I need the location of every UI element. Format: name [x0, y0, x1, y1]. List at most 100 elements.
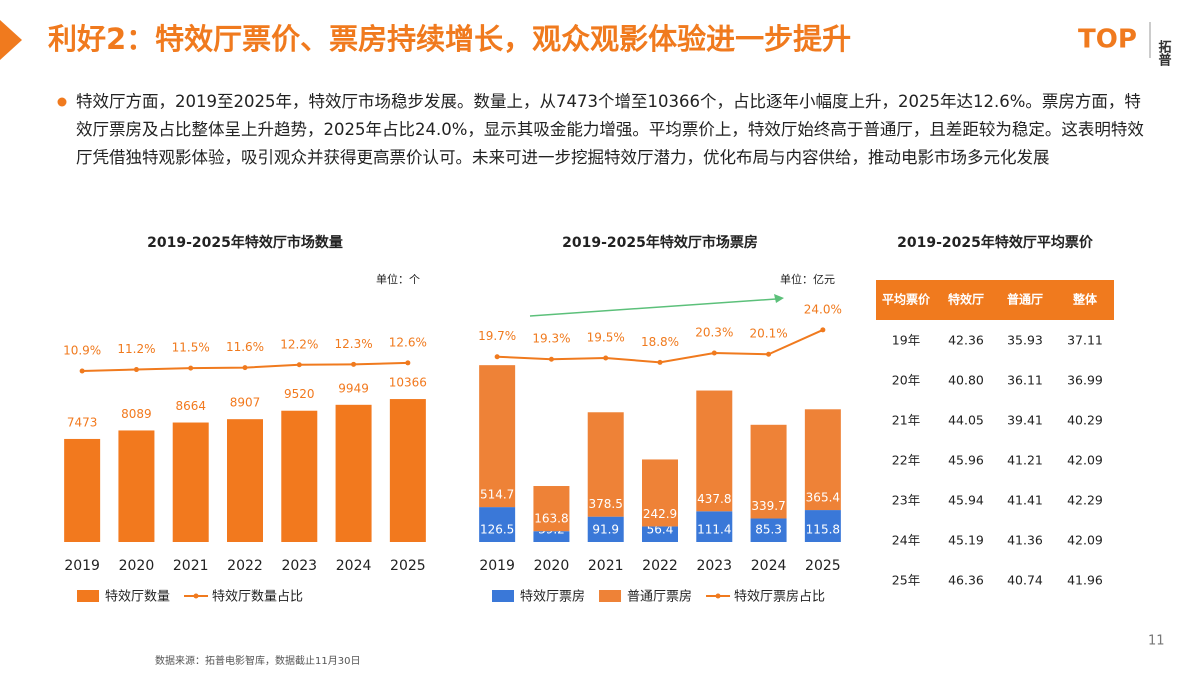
- bar-value-label: 8089: [121, 407, 152, 421]
- table-header: 平均票价: [882, 292, 931, 307]
- table-cell: 45.19: [948, 533, 984, 548]
- bar: [335, 404, 372, 542]
- bar-value-label: 8664: [175, 399, 206, 413]
- bar-value-label: 437.8: [697, 492, 731, 506]
- bar: [172, 422, 209, 542]
- table-cell: 46.36: [948, 573, 984, 588]
- table-cell: 41.36: [1007, 533, 1043, 548]
- bar-value-label: 9520: [284, 387, 315, 401]
- chart-title: 2019-2025年特效厅市场数量: [147, 234, 343, 251]
- line-value-label: 19.5%: [587, 330, 625, 344]
- bar: [750, 518, 787, 542]
- bar-value-label: 163.8: [534, 512, 568, 526]
- bar-value-label: 85.3: [755, 523, 782, 537]
- x-tick-label: 2025: [805, 558, 841, 574]
- line-point: [711, 350, 717, 356]
- table-cell: 24年: [892, 533, 920, 548]
- table-cell: 45.96: [948, 453, 984, 468]
- slide-title: 利好2：特效厅票价、票房持续增长，观众观影体验进一步提升: [48, 22, 851, 56]
- bar-value-label: 91.9: [592, 523, 619, 537]
- bar: [227, 419, 263, 542]
- bar: [587, 412, 624, 517]
- line-point: [405, 360, 411, 366]
- bar-value-label: 126.5: [480, 523, 514, 537]
- x-tick-label: 2024: [336, 558, 372, 574]
- legend-label: 特效厅票房占比: [734, 589, 825, 605]
- table-cell: 42.29: [1067, 493, 1103, 508]
- table-cell: 42.36: [948, 333, 984, 348]
- table-header-bg: [876, 280, 1114, 320]
- legend-swatch: [77, 590, 99, 602]
- table-header: 特效厅: [948, 292, 984, 307]
- line-point: [494, 354, 500, 360]
- x-tick-label: 2020: [534, 558, 570, 574]
- legend-swatch: [715, 593, 721, 599]
- table-cell: 20年: [892, 373, 920, 388]
- legend-label: 普通厅票房: [627, 589, 692, 605]
- bar: [533, 486, 570, 532]
- x-tick-label: 2024: [751, 558, 787, 574]
- table-cell: 36.99: [1067, 373, 1103, 388]
- table-cell: 36.11: [1007, 373, 1043, 388]
- bar-value-label: 115.8: [806, 523, 840, 537]
- table-cell: 39.41: [1007, 413, 1043, 428]
- x-tick-label: 2020: [119, 558, 155, 574]
- line-value-label: 12.2%: [280, 337, 318, 351]
- bar-value-label: 10366: [389, 376, 427, 390]
- bar-value-label: 365.4: [806, 491, 840, 505]
- bar-value-label: 514.7: [480, 488, 514, 502]
- table-cell: 41.96: [1067, 573, 1103, 588]
- table-cell: 41.21: [1007, 453, 1043, 468]
- bar: [479, 507, 516, 542]
- logo: TOP: [1078, 25, 1137, 55]
- bullet: [57, 97, 67, 107]
- legend-label: 特效厅数量占比: [212, 590, 303, 605]
- bar-value-label: 8907: [230, 396, 261, 410]
- line-point: [133, 367, 139, 373]
- line-value-label: 19.7%: [478, 329, 516, 343]
- x-tick-label: 2021: [173, 558, 209, 574]
- table-cell: 23年: [892, 493, 920, 508]
- bar: [804, 510, 841, 542]
- logo-cn: 拓普: [1156, 39, 1172, 67]
- table-cell: 25年: [892, 573, 920, 588]
- trend-arrow: [529, 298, 777, 317]
- bar-value-label: 339.7: [751, 499, 785, 513]
- x-tick-label: 2019: [64, 558, 100, 574]
- line-value-label: 20.1%: [750, 327, 788, 341]
- line-value-label: 10.9%: [63, 343, 101, 357]
- line-point: [296, 362, 302, 368]
- line-point: [188, 365, 194, 371]
- table-cell: 19年: [892, 333, 920, 348]
- bar: [804, 409, 841, 511]
- bar-value-label: 242.9: [643, 507, 677, 521]
- line-point: [820, 327, 826, 333]
- bar-value-label: 7473: [67, 415, 98, 429]
- bar: [642, 526, 678, 542]
- table-cell: 35.93: [1007, 333, 1043, 348]
- line-point: [79, 368, 85, 374]
- line-value-label: 19.3%: [532, 332, 570, 346]
- table-cell: 40.29: [1067, 413, 1103, 428]
- table-cell: 42.09: [1067, 533, 1103, 548]
- legend-swatch: [193, 593, 199, 599]
- table-header: 普通厅: [1007, 292, 1043, 307]
- table-title: 2019-2025年特效厅平均票价: [897, 234, 1094, 251]
- line-value-label: 11.5%: [172, 341, 210, 355]
- source: 数据来源：拓普电影智库，数据截止11月30日: [155, 654, 360, 667]
- legend-label: 特效厅票房: [520, 589, 585, 605]
- chart-title: 2019-2025年特效厅市场票房: [562, 234, 758, 251]
- bar: [533, 531, 570, 542]
- x-tick-label: 2022: [227, 558, 263, 574]
- bar: [389, 399, 426, 542]
- summary: 特效厅方面，2019至2025年，特效厅市场稳步发展。数量上，从7473个增至1…: [76, 92, 1144, 167]
- bar: [696, 390, 733, 512]
- line-value-label: 12.3%: [335, 337, 373, 351]
- legend-swatch: [492, 590, 514, 602]
- trend-arrow-head: [774, 294, 784, 303]
- table-cell: 40.80: [948, 373, 984, 388]
- line-point: [351, 361, 357, 367]
- bar: [642, 459, 678, 527]
- line-point: [548, 356, 554, 362]
